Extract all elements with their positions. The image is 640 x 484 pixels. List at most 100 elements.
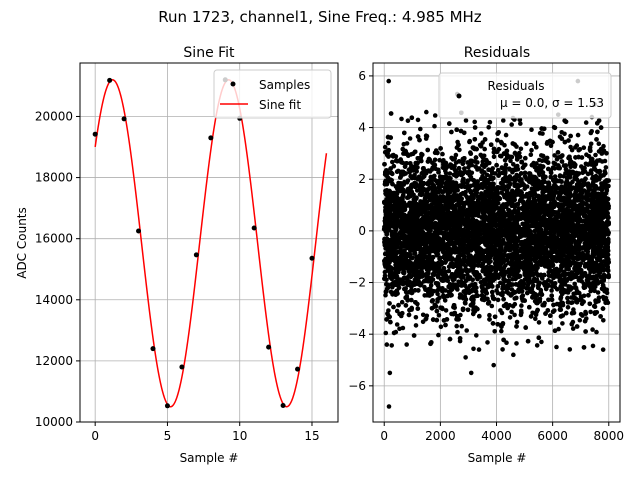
residual-point [479,131,484,136]
residual-point [401,326,406,331]
residual-point [519,147,524,152]
residual-point [515,320,520,325]
residual-point [399,117,404,122]
sine-fit-ytick-label: 20000 [35,109,73,123]
sine-fit-xtick-label: 15 [304,429,319,443]
residual-point [589,129,594,134]
residual-point [416,118,421,123]
legend-samples-marker [231,82,236,87]
sine-fit-xtick-label: 10 [232,429,247,443]
sample-point [266,345,271,350]
sample-point [179,365,184,370]
residual-point [492,329,497,334]
residual-point [566,305,571,310]
residual-point [514,341,519,346]
residual-point [579,312,584,317]
residual-point [432,124,437,129]
residual-point [459,324,464,329]
sine-fit-xlabel: Sample # [180,451,239,465]
residual-point [400,300,405,305]
residual-point [408,136,413,141]
residual-point [403,171,408,176]
sine-fit-xtick-label: 0 [91,429,99,443]
residual-point [508,159,513,164]
residual-point [571,326,576,331]
residual-point [582,145,587,150]
residual-point [503,158,508,163]
residual-point [418,127,423,132]
sample-point [295,367,300,372]
residual-point [457,148,462,153]
residual-point [405,141,410,146]
residual-point [604,165,609,170]
residual-point [464,328,469,333]
residual-point [562,132,567,137]
residual-point [492,155,497,160]
residual-point [537,320,542,325]
residual-point [488,120,493,125]
residual-point [439,325,444,330]
residual-point [592,304,597,309]
residual-point [421,320,426,325]
residual-point [406,118,411,123]
sine-fit-ytick-label: 10000 [35,415,73,429]
sample-point [252,225,257,230]
residual-point [568,347,573,352]
residual-point [509,122,514,127]
residual-point [508,315,513,320]
residual-point [487,313,492,318]
residual-point [524,141,529,146]
residual-point [455,330,460,335]
residual-point [414,323,419,328]
residual-point [549,288,554,293]
sample-point [208,135,213,140]
sine-fit-ytick-label: 16000 [35,232,73,246]
residual-point [509,310,514,315]
sample-point [93,132,98,137]
sample-point [122,116,127,121]
residual-point [535,343,540,348]
residual-point [472,120,477,125]
sine-fit-ylabel: ADC Counts [15,207,29,279]
residual-point [496,298,501,303]
residual-point [436,333,441,338]
residual-point [601,318,606,323]
residual-point [389,343,394,348]
sample-point [150,346,155,351]
residual-point [386,141,391,146]
residual-point [471,347,476,352]
residual-point [594,330,599,335]
sine-fit-ytick-label: 14000 [35,293,73,307]
residual-point [499,329,504,334]
residual-point [563,171,568,176]
sample-point [107,78,112,83]
figure-suptitle: Run 1723, channel1, Sine Freq.: 4.985 MH… [158,8,482,26]
residual-point [500,347,505,352]
residual-point [513,302,518,307]
residual-point [494,288,499,293]
residuals-title: Residuals [464,45,530,61]
residual-point [593,153,598,158]
sine-fit-ytick-label: 18000 [35,171,73,185]
residual-point [501,118,506,123]
residual-point [469,151,474,156]
residual-point [477,347,482,352]
residual-point [385,342,390,347]
residual-point [533,317,538,322]
sine-fit-legend: Samples Sine fit [214,70,331,118]
residual-point [486,125,491,130]
residual-point [576,133,581,138]
residual-point [551,276,556,281]
residual-point [395,322,400,327]
residual-point [437,313,442,318]
residual-point [529,152,534,157]
sample-point [281,403,286,408]
residual-point [584,120,589,125]
residual-point [383,145,388,150]
residual-point [454,324,459,329]
residual-point [590,327,595,332]
residual-point [504,133,509,138]
residual-point [415,165,420,170]
residual-point [529,127,534,132]
residual-point [578,318,583,323]
